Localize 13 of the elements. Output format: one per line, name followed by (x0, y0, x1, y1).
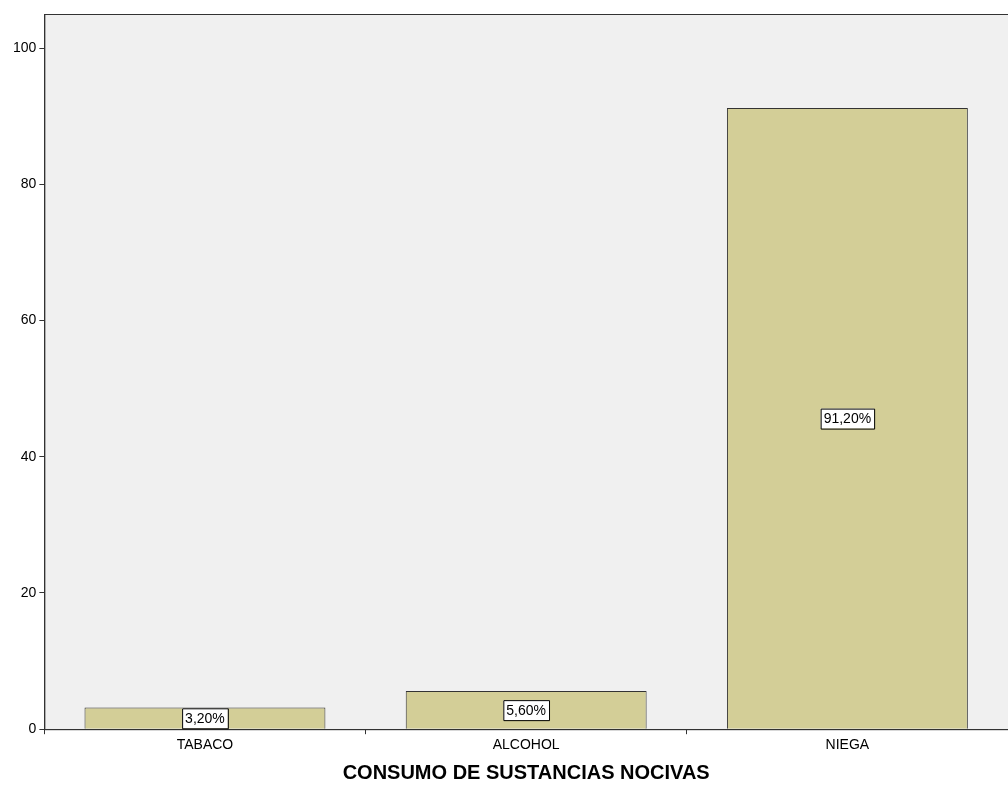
y-tick-label: 20 (20, 583, 37, 600)
data-label: 3,20% (185, 710, 225, 727)
y-tick-label: 100 (13, 38, 37, 55)
y-tick-label: 40 (20, 447, 37, 464)
data-label: 91,20% (823, 410, 872, 427)
x-tick-label: NIEGA (825, 736, 870, 753)
x-axis-title: CONSUMO DE SUSTANCIAS NOCIVAS (342, 760, 710, 783)
x-tick-label: ALCOHOL (492, 736, 560, 753)
y-tick-label: 0 (28, 720, 37, 737)
x-tick-label: TABACO (176, 736, 234, 753)
y-tick-label: 60 (20, 311, 37, 328)
y-tick-label: 80 (20, 175, 37, 192)
data-label: 5,60% (506, 701, 547, 718)
